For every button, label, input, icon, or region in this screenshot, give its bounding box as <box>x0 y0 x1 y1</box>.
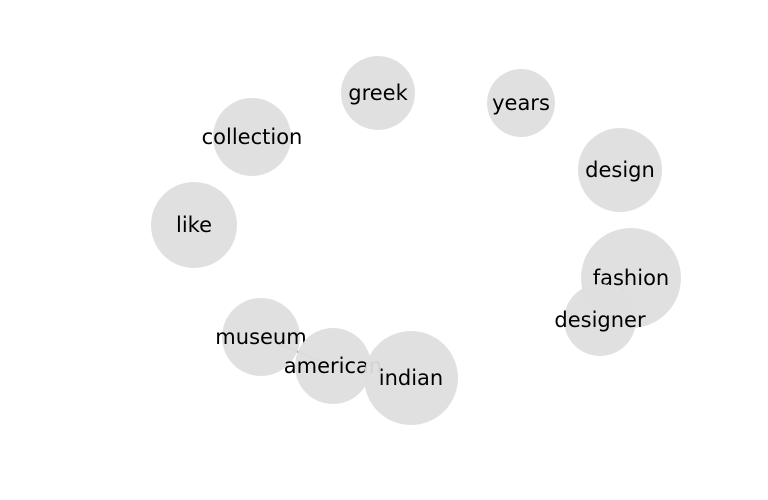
node-like[interactable]: like <box>151 182 237 268</box>
node-collection-label: collection <box>202 125 303 149</box>
node-design[interactable]: design <box>578 128 662 212</box>
node-collection-circle <box>213 98 291 176</box>
node-years-circle <box>487 69 555 137</box>
node-design-label: design <box>585 158 655 182</box>
node-greek-label: greek <box>348 81 408 105</box>
node-years[interactable]: years <box>487 69 555 137</box>
node-indian-circle <box>364 331 458 425</box>
node-collection[interactable]: collection <box>202 98 303 176</box>
nodes-layer: greek years collection design like fashi <box>151 56 681 425</box>
node-like-label: like <box>176 213 212 237</box>
node-indian-label: indian <box>379 366 444 390</box>
node-design-circle <box>578 128 662 212</box>
node-american-circle <box>295 328 371 404</box>
node-museum-label: museum <box>215 325 306 349</box>
node-museum[interactable]: museum <box>215 298 307 376</box>
node-designer-circle <box>564 284 636 356</box>
node-indian[interactable]: indian <box>364 331 458 425</box>
node-designer[interactable]: designer <box>554 284 646 356</box>
node-designer-label: designer <box>554 308 646 332</box>
node-years-label: years <box>492 91 550 115</box>
node-museum-circle <box>222 298 300 376</box>
node-like-circle <box>151 182 237 268</box>
node-greek[interactable]: greek <box>341 56 415 130</box>
node-greek-circle <box>341 56 415 130</box>
